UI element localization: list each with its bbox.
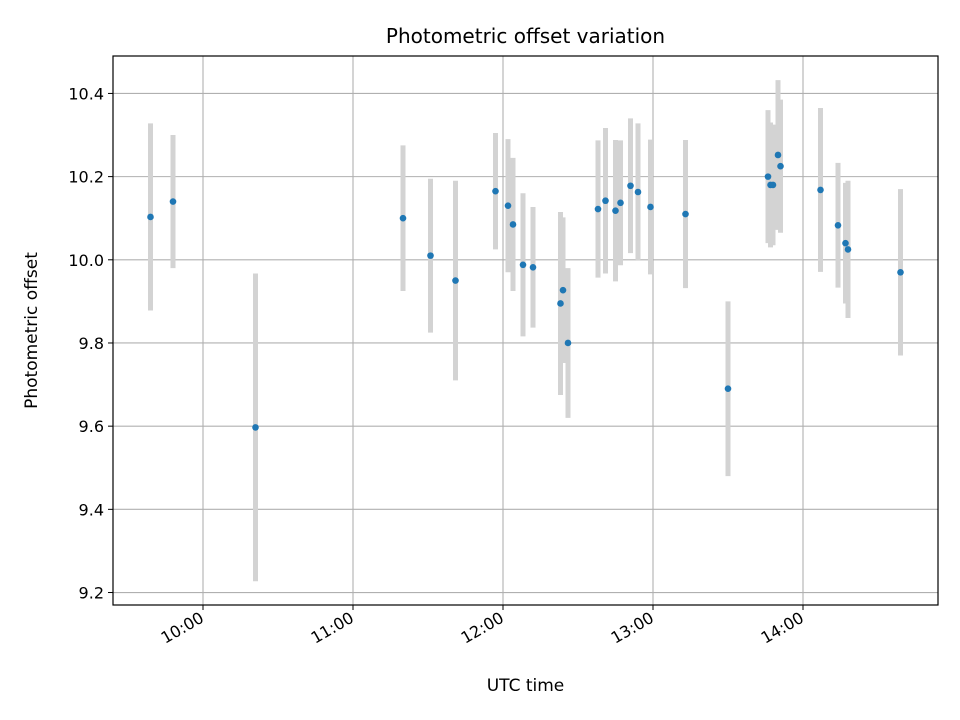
y-tick-label: 10.4 [68, 84, 104, 103]
y-axis-label: Photometric offset [22, 252, 42, 409]
x-tick-label: 11:00 [308, 608, 357, 648]
tick-layer: 9.2 9.4 9.6 9.8 10.0 10.2 10.4 10:00 11:00 12:00 1… [68, 84, 807, 647]
y-tick-label: 10.2 [68, 168, 104, 187]
plot-frame [112, 55, 939, 606]
x-tick-label: 12:00 [458, 608, 507, 648]
data-point [842, 239, 849, 247]
data-point [519, 261, 527, 269]
data-point [617, 199, 624, 207]
data-point [564, 339, 572, 347]
data-point [252, 424, 259, 431]
data-point [147, 213, 154, 221]
data-point [529, 263, 537, 271]
y-tick-label: 9.2 [79, 584, 104, 603]
x-tick-label: 14:00 [758, 608, 807, 648]
y-tick-label: 9.8 [79, 334, 104, 353]
data-point [557, 300, 564, 307]
data-point [777, 162, 784, 170]
x-tick-label: 13:00 [608, 608, 657, 648]
x-tick-label: 10:00 [158, 608, 207, 648]
data-point [399, 214, 407, 222]
data-point [897, 268, 904, 276]
data-point [647, 203, 654, 211]
data-point [594, 205, 602, 213]
data-point [427, 252, 434, 259]
y-tick-label: 9.6 [79, 417, 104, 436]
data-point [492, 187, 499, 195]
data-point [724, 385, 732, 393]
data-point [504, 202, 512, 210]
data-point [169, 198, 177, 205]
y-tick-label: 10.0 [68, 251, 104, 270]
data-point [452, 277, 459, 284]
data-point [634, 188, 642, 196]
chart-title: Photometric offset variation [386, 24, 665, 48]
data-point [774, 151, 782, 159]
data-point [834, 221, 842, 229]
data-point [509, 221, 517, 228]
data-point [764, 173, 772, 180]
y-tick-label: 9.4 [79, 500, 104, 519]
data-point [844, 246, 852, 253]
errorbar-layer [148, 80, 903, 582]
data-point [682, 210, 689, 218]
data-point [817, 186, 824, 194]
data-point [602, 197, 609, 205]
data-point [627, 182, 634, 190]
data-point [612, 207, 619, 215]
data-point [559, 286, 567, 294]
data-point [769, 181, 777, 189]
point-layer [147, 151, 904, 431]
x-axis-label: UTC time [487, 676, 565, 696]
